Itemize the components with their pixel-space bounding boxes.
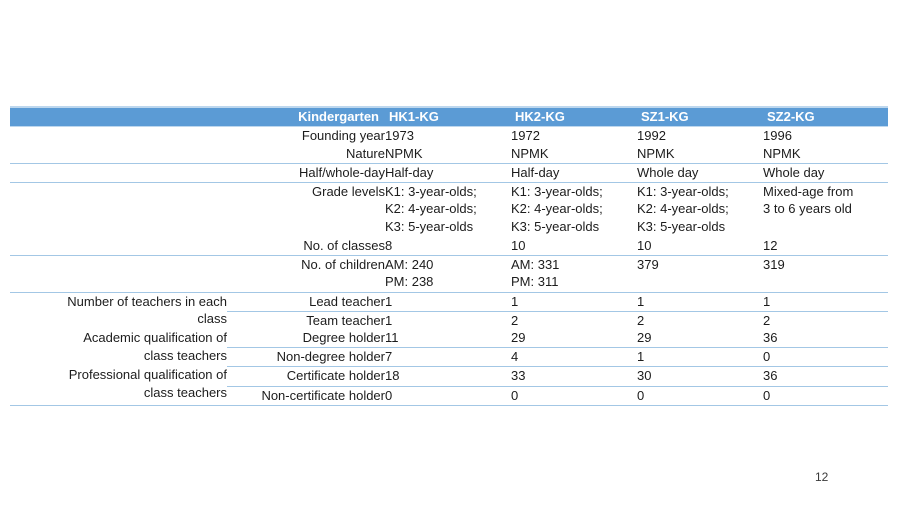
cell-no-of-children-hk1: AM: 240 PM: 238: [385, 255, 511, 293]
cell-degree-holder-hk1: 11: [385, 329, 511, 348]
cell-certificate-holder-hk2: 33: [511, 366, 637, 387]
cell-founding-year-sz1: 1992: [637, 128, 666, 143]
group-label-teachers: Number of teachers in each class: [67, 293, 227, 327]
header-sz2-kg: SZ2-KG: [763, 106, 888, 127]
row-label-team-teacher: Team teacher: [306, 312, 385, 328]
cell-half-whole-day-sz2: Whole day: [763, 163, 888, 183]
cell-degree-holder-sz1: 29: [637, 329, 763, 348]
row-label-degree-holder: Degree holder: [227, 329, 385, 348]
row-degree-holder: Academic qualification of class teachers…: [10, 329, 888, 363]
cell-team-teacher-hk1: 1: [385, 312, 393, 328]
header-sz1-kg: SZ1-KG: [637, 106, 763, 127]
row-founding-year: Founding year 1973 1972 1992 1996: [10, 127, 888, 146]
cell-non-degree-holder-sz1: 1: [637, 347, 763, 367]
cell-grade-levels-sz2: Mixed-age from 3 to 6 years old: [763, 183, 854, 217]
page-number: 12: [815, 470, 829, 484]
header-kindergarten: Kindergarten: [10, 106, 385, 127]
cell-nature-hk1: NPMK: [385, 145, 511, 164]
header-hk1-kg: HK1-KG: [385, 106, 511, 127]
row-nature: Nature NPMK NPMK NPMK NPMK: [10, 145, 888, 164]
cell-non-degree-holder-hk1: 7: [385, 347, 511, 367]
cell-founding-year-sz2: 1996: [763, 128, 792, 143]
header-hk2-kg: HK2-KG: [511, 106, 637, 127]
row-no-of-classes: No. of classes 8 10 10 12: [10, 236, 888, 256]
cell-grade-levels-hk2: K1: 3-year-olds; K2: 4-year-olds; K3: 5-…: [511, 183, 603, 234]
cell-no-of-classes-sz1: 10: [637, 236, 763, 256]
row-non-degree-holder: Non-degree holder 7 4 1 0: [10, 347, 888, 367]
row-team-teacher: Team teacher 1 2 2 2: [10, 311, 888, 329]
row-no-of-children: No. of children AM: 240 PM: 238 AM: 331 …: [10, 255, 888, 293]
cell-lead-teacher-hk2: 1: [511, 292, 637, 312]
row-label-half-whole-day: Half/whole-day: [10, 163, 385, 183]
cell-half-whole-day-hk1: Half-day: [385, 163, 511, 183]
cell-half-whole-day-sz1: Whole day: [637, 163, 763, 183]
cell-lead-teacher-sz1: 1: [637, 292, 763, 312]
cell-certificate-holder-sz2: 36: [763, 366, 888, 387]
row-label-non-certificate-holder: Non-certificate holder: [227, 386, 385, 406]
group-label-professional-qualification: Professional qualification of class teac…: [10, 366, 227, 406]
cell-no-of-children-sz1: 379: [637, 255, 763, 293]
cell-team-teacher-hk2: 2: [511, 312, 519, 328]
cell-no-of-children-hk2: AM: 331 PM: 311: [511, 255, 637, 293]
cell-team-teacher-sz1: 2: [637, 312, 645, 328]
group-label-academic-qualification: Academic qualification of class teachers: [83, 330, 227, 363]
cell-degree-holder-sz2: 36: [763, 329, 888, 348]
cell-lead-teacher-sz2: 1: [763, 292, 888, 312]
cell-grade-levels-hk1: K1: 3-year-olds; K2: 4-year-olds; K3: 5-…: [385, 183, 477, 234]
cell-grade-levels-sz1: K1: 3-year-olds; K2: 4-year-olds; K3: 5-…: [637, 183, 729, 234]
cell-nature-hk2: NPMK: [511, 145, 637, 164]
row-label-certificate-holder: Certificate holder: [227, 366, 385, 387]
cell-founding-year-hk2: 1972: [511, 128, 540, 143]
row-label-non-degree-holder: Non-degree holder: [227, 347, 385, 367]
cell-non-certificate-holder-hk2: 0: [511, 386, 637, 406]
cell-non-certificate-holder-sz2: 0: [763, 386, 888, 406]
row-label-grade-levels: Grade levels: [312, 183, 385, 199]
cell-nature-sz1: NPMK: [637, 145, 763, 164]
cell-no-of-children-sz2: 319: [763, 255, 888, 293]
table-header-row: Kindergarten HK1-KG HK2-KG SZ1-KG SZ2-KG: [10, 106, 888, 127]
kindergarten-table: Kindergarten HK1-KG HK2-KG SZ1-KG SZ2-KG…: [10, 106, 888, 406]
cell-non-degree-holder-hk2: 4: [511, 347, 637, 367]
cell-no-of-classes-sz2: 12: [763, 236, 888, 256]
cell-certificate-holder-hk1: 18: [385, 366, 511, 387]
cell-no-of-classes-hk2: 10: [511, 236, 637, 256]
row-half-whole-day: Half/whole-day Half-day Half-day Whole d…: [10, 163, 888, 183]
row-label-no-of-classes: No. of classes: [10, 236, 385, 256]
cell-non-certificate-holder-hk1: 0: [385, 386, 511, 406]
row-label-founding-year: Founding year: [301, 128, 385, 143]
row-non-certificate-holder: Non-certificate holder 0 0 0 0: [10, 386, 888, 406]
row-label-no-of-children: No. of children: [10, 255, 385, 293]
cell-half-whole-day-hk2: Half-day: [511, 163, 637, 183]
row-certificate-holder: Professional qualification of class teac…: [10, 366, 888, 406]
row-label-lead-teacher: Lead teacher: [227, 292, 385, 312]
row-grade-levels: Grade levels K1: 3-year-olds; K2: 4-year…: [10, 182, 888, 237]
cell-certificate-holder-sz1: 30: [637, 366, 763, 387]
cell-nature-sz2: NPMK: [763, 145, 888, 164]
cell-no-of-classes-hk1: 8: [385, 236, 511, 256]
cell-non-degree-holder-sz2: 0: [763, 347, 888, 367]
cell-team-teacher-sz2: 2: [763, 312, 771, 328]
row-lead-teacher: Number of teachers in each class Lead te…: [10, 292, 888, 326]
cell-founding-year-hk1: 1973: [385, 128, 414, 143]
cell-non-certificate-holder-sz1: 0: [637, 386, 763, 406]
cell-lead-teacher-hk1: 1: [385, 292, 511, 312]
row-label-nature: Nature: [10, 145, 385, 164]
cell-degree-holder-hk2: 29: [511, 329, 637, 348]
